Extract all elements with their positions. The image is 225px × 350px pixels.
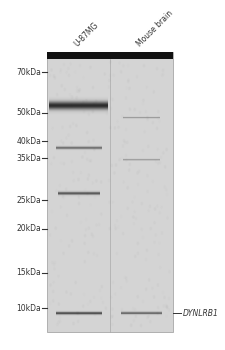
Bar <box>47 52 173 332</box>
Bar <box>58 199 100 200</box>
Bar <box>50 113 108 114</box>
Text: 10kDa: 10kDa <box>16 304 41 313</box>
Bar <box>50 114 108 115</box>
Bar <box>50 98 108 99</box>
Text: U-87MG: U-87MG <box>72 21 100 49</box>
Text: 15kDa: 15kDa <box>16 268 41 277</box>
Text: Mouse brain: Mouse brain <box>135 9 175 49</box>
Bar <box>50 92 108 93</box>
Bar <box>50 122 108 123</box>
Bar <box>50 101 108 102</box>
Bar <box>58 187 100 188</box>
Bar <box>58 195 100 196</box>
Bar <box>50 97 108 98</box>
Bar <box>58 191 100 192</box>
Bar <box>58 197 100 198</box>
Bar <box>50 107 108 108</box>
Bar <box>50 93 108 94</box>
Bar <box>50 112 108 113</box>
Bar <box>50 105 108 106</box>
Bar <box>50 116 108 117</box>
Bar <box>50 91 108 92</box>
Bar <box>50 110 108 111</box>
Bar <box>50 102 108 103</box>
Bar <box>58 190 100 191</box>
Bar <box>50 115 108 116</box>
Text: 35kDa: 35kDa <box>16 154 41 163</box>
Text: 20kDa: 20kDa <box>16 224 41 233</box>
Bar <box>50 94 108 95</box>
Bar <box>58 188 100 189</box>
Bar <box>47 52 173 59</box>
Bar <box>50 89 108 90</box>
Bar <box>58 196 100 197</box>
Bar <box>50 96 108 97</box>
Bar <box>50 106 108 107</box>
Bar <box>50 125 108 126</box>
Bar <box>50 95 108 96</box>
Text: 50kDa: 50kDa <box>16 108 41 117</box>
Bar <box>50 117 108 118</box>
Bar <box>50 118 108 119</box>
Bar <box>50 90 108 91</box>
Bar <box>50 108 108 109</box>
Bar <box>50 119 108 120</box>
Bar <box>50 86 108 88</box>
Text: 25kDa: 25kDa <box>16 196 41 205</box>
Bar <box>58 189 100 190</box>
Bar <box>58 194 100 195</box>
Text: DYNLRB1: DYNLRB1 <box>183 309 219 318</box>
Text: 40kDa: 40kDa <box>16 137 41 146</box>
Bar <box>58 198 100 199</box>
Bar <box>58 200 100 201</box>
Bar <box>50 111 108 112</box>
Bar <box>50 103 108 104</box>
Bar <box>50 100 108 101</box>
Bar <box>50 99 108 100</box>
Bar <box>50 121 108 122</box>
Bar <box>58 186 100 187</box>
Text: 70kDa: 70kDa <box>16 68 41 77</box>
Bar <box>50 124 108 125</box>
Bar <box>50 123 108 124</box>
Bar <box>50 88 108 89</box>
Bar <box>58 193 100 194</box>
Bar <box>50 104 108 105</box>
Bar <box>50 120 108 121</box>
Bar <box>50 109 108 110</box>
